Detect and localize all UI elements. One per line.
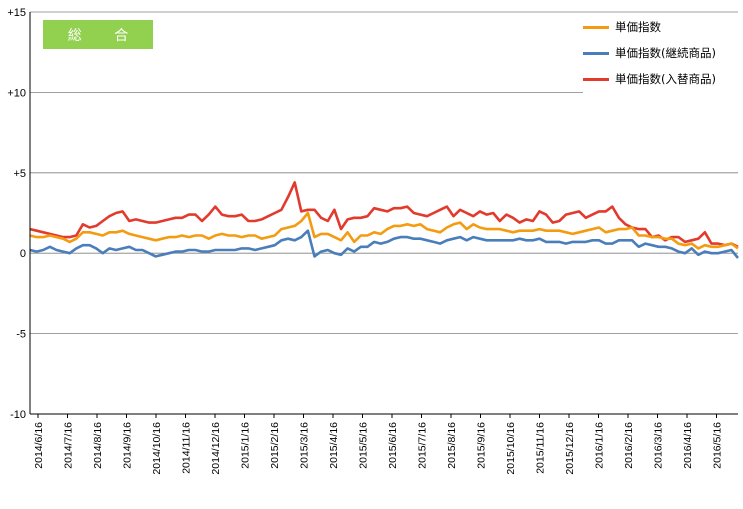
x-tick-label: 2015/6/16	[387, 422, 399, 469]
x-tick-label: 2015/1/16	[240, 422, 252, 469]
series-line-1	[29, 229, 740, 259]
chart-legend: 単価指数 単価指数(継続商品) 単価指数(入替商品)	[583, 16, 743, 94]
x-tick-label: 2014/10/16	[151, 422, 163, 475]
x-axis-tick-labels: 2014/6/16 2014/7/16 2014/8/16 2014/9/16 2014…	[33, 414, 724, 475]
x-tick-label: 2015/11/16	[535, 422, 547, 474]
x-tick-label: 2014/9/16	[122, 422, 134, 469]
x-tick-label: 2016/3/16	[653, 422, 665, 469]
y-tick-label: +10	[7, 87, 26, 99]
legend-swatch	[583, 78, 609, 81]
x-tick-label: 2016/5/16	[712, 422, 724, 469]
x-tick-label: 2015/10/16	[505, 422, 517, 475]
legend-label: 単価指数	[615, 20, 661, 34]
x-tick-label: 2016/4/16	[682, 422, 694, 469]
x-tick-label: 2014/6/16	[33, 422, 45, 469]
x-tick-label: 2014/11/16	[181, 422, 193, 474]
legend-item-continuing: 単価指数(継続商品)	[583, 42, 743, 68]
y-tick-label: -5	[16, 329, 26, 341]
x-tick-label: 2015/12/16	[564, 422, 576, 475]
x-tick-label: 2016/2/16	[623, 422, 635, 469]
x-tick-label: 2015/8/16	[446, 422, 458, 469]
legend-label: 単価指数(入替商品)	[615, 72, 716, 86]
x-tick-label: 2016/1/16	[594, 422, 606, 469]
series-line-0	[29, 211, 739, 250]
category-badge: 総 合	[43, 20, 153, 49]
x-tick-label: 2015/5/16	[358, 422, 370, 469]
x-tick-label: 2015/9/16	[476, 422, 488, 469]
legend-swatch	[583, 26, 609, 29]
series-line-2	[29, 181, 739, 248]
y-axis-tick-labels: +15 +10 +5 0 -5 -10	[7, 7, 26, 421]
y-tick-label: +5	[13, 168, 26, 180]
x-tick-label: 2015/4/16	[328, 422, 340, 469]
series-lines	[29, 181, 740, 259]
y-tick-label: +15	[7, 7, 26, 19]
x-tick-label: 2014/8/16	[92, 422, 104, 469]
legend-item-unit-price: 単価指数	[583, 16, 743, 42]
y-tick-label: 0	[20, 248, 26, 260]
y-tick-label: -10	[10, 409, 26, 421]
x-tick-label: 2014/12/16	[210, 422, 222, 475]
x-tick-label: 2015/7/16	[417, 422, 429, 469]
x-tick-label: 2015/3/16	[299, 422, 311, 469]
legend-label: 単価指数(継続商品)	[615, 46, 716, 60]
legend-swatch	[583, 52, 609, 55]
legend-item-replaced: 単価指数(入替商品)	[583, 68, 743, 94]
x-tick-label: 2014/7/16	[63, 422, 75, 469]
x-tick-label: 2015/2/16	[269, 422, 281, 469]
